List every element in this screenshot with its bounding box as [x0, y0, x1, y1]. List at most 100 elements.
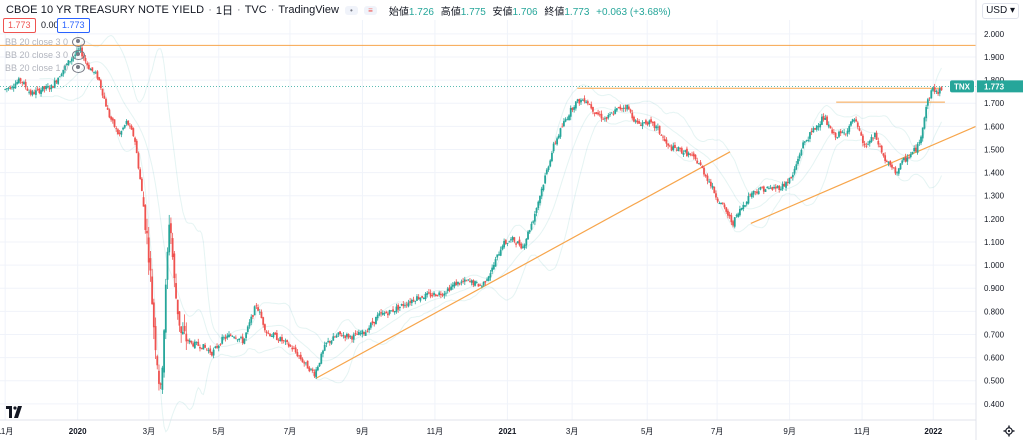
candle-body [780, 188, 782, 190]
candle-body [672, 145, 675, 151]
y-tick-label: 1.300 [984, 192, 1005, 201]
candle-body [689, 153, 692, 155]
grid [0, 20, 976, 420]
candle-body [5, 88, 8, 90]
buy-price-button[interactable]: 1.773 [57, 18, 90, 33]
candle-body [205, 348, 208, 350]
candle-body [330, 340, 333, 344]
candle-body [733, 217, 736, 227]
eye-icon[interactable] [72, 63, 86, 73]
eye-icon[interactable] [72, 50, 86, 60]
candle-body [120, 131, 123, 135]
candle-body [889, 160, 892, 166]
candle-body [245, 332, 247, 339]
candle-body [53, 80, 56, 88]
close-key: 終値 [544, 6, 565, 18]
candle-body [375, 317, 377, 325]
candle-body [768, 188, 770, 190]
candle-body [533, 213, 536, 222]
candle-body [303, 362, 306, 364]
sell-price-button[interactable]: 1.773 [3, 18, 36, 33]
candle-body [433, 292, 435, 295]
candle-body [368, 327, 371, 331]
candle-body [424, 293, 427, 300]
candle-body [134, 137, 136, 142]
candle-body [786, 181, 789, 183]
candle-body [17, 78, 20, 84]
symbol-title[interactable]: CBOE 10 YR TREASURY NOTE YIELD [6, 4, 205, 16]
candle-body [339, 331, 341, 335]
candle-body [650, 119, 652, 123]
candle-body [856, 122, 859, 128]
candle-body [566, 118, 569, 120]
candle-body [862, 135, 864, 144]
high-value: 1.775 [460, 6, 486, 18]
candle-body [282, 340, 285, 342]
candle-body [935, 90, 938, 92]
candle-body [846, 130, 849, 134]
candle-body [585, 101, 588, 103]
candle-body [325, 342, 328, 345]
tradingview-logo-icon[interactable] [6, 406, 22, 418]
candle-body [342, 335, 345, 337]
candle-body [46, 86, 49, 88]
indicator-legend-1[interactable]: BB 20 close 3 0 [5, 36, 86, 48]
trend-line [750, 125, 977, 225]
candle-body [721, 202, 724, 204]
candle-body [668, 145, 671, 147]
candle-body [687, 152, 690, 156]
candle-body [588, 104, 591, 106]
candle-body [634, 120, 637, 122]
y-tick-label: 0.400 [984, 400, 1005, 409]
y-tick-label: 2.000 [984, 30, 1005, 39]
eye-icon[interactable] [72, 37, 86, 47]
candle-body [508, 241, 511, 243]
bollinger-line [39, 34, 942, 345]
y-tick-label: 1.500 [984, 145, 1005, 154]
candle-body [494, 259, 497, 267]
candle-body [450, 286, 453, 290]
candle-body [785, 182, 787, 188]
candle-body [257, 307, 259, 311]
candle-body [612, 113, 615, 115]
candle-body [759, 187, 762, 190]
candle-body [337, 332, 340, 335]
data-status-icon[interactable]: ≡ [363, 5, 377, 15]
indicator-legend-2[interactable]: BB 20 close 3 0 [5, 49, 86, 61]
candle-body [163, 330, 165, 373]
candle-body [506, 243, 509, 244]
candle-body [737, 213, 740, 217]
candle-body [528, 230, 531, 233]
candle-body [812, 128, 815, 133]
candle-body [602, 118, 605, 120]
candle-body [682, 153, 685, 155]
gear-icon[interactable] [1003, 425, 1015, 437]
candle-body [834, 132, 837, 138]
candle-body [802, 142, 805, 149]
candle-body [110, 116, 113, 120]
market-status-icon[interactable]: • [344, 5, 358, 15]
candle-body [489, 273, 492, 278]
indicator-legend-3[interactable]: BB 20 close 1 0 [5, 62, 86, 74]
candle-body [563, 121, 565, 127]
candle-body [19, 78, 22, 82]
candle-body [766, 187, 769, 189]
candle-body [651, 121, 654, 123]
interval-label[interactable]: 1日 [215, 5, 234, 17]
candle-body [797, 158, 799, 164]
currency-selector[interactable]: USD ▾ [982, 3, 1019, 19]
candle-body [851, 119, 854, 122]
candle-body [405, 304, 408, 306]
candle-body [933, 87, 936, 92]
candle-body [665, 139, 668, 144]
candle-body [55, 80, 58, 83]
candle-body [147, 237, 150, 263]
candle-body [503, 240, 506, 248]
candle-body [439, 293, 442, 296]
candle-body [819, 123, 822, 128]
candle-body [246, 326, 249, 332]
candle-body [31, 91, 34, 95]
x-tick-label: 7月 [284, 427, 296, 436]
